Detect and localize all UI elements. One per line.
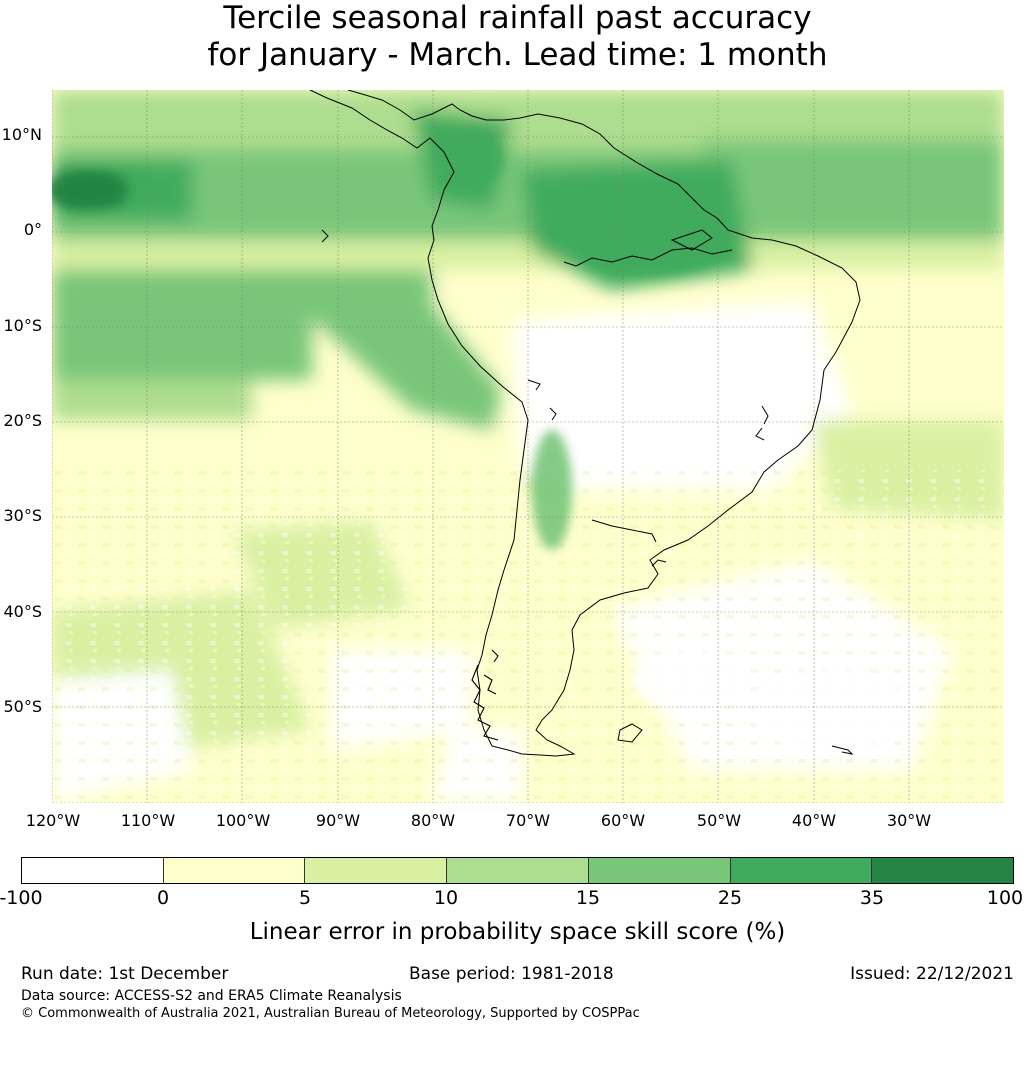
colorbar-tick: 25 — [717, 887, 743, 909]
issued-date: Issued: 22/12/2021 — [850, 964, 1014, 984]
colorbar-segment — [872, 858, 1014, 883]
lon-tick-50w: 50°W — [696, 811, 742, 830]
lat-tick-40s: 40°S — [3, 602, 42, 621]
lat-tick-0: 0° — [23, 220, 42, 239]
data-source: Data source: ACCESS-S2 and ERA5 Climate … — [21, 988, 402, 1004]
colorbar-tick: 15 — [575, 887, 601, 909]
colorbar-segment — [22, 858, 164, 883]
colorbar-segment — [730, 858, 873, 883]
copyright: © Commonwealth of Australia 2021, Austra… — [21, 1006, 640, 1021]
base-period: Base period: 1981-2018 — [409, 964, 614, 984]
lat-tick-20s: 20°S — [3, 411, 42, 430]
title-line-2: for January - March. Lead time: 1 month — [207, 37, 828, 73]
gridlines — [52, 90, 1004, 803]
lon-tick-110w: 110°W — [120, 811, 176, 830]
colorbar-tick: 5 — [298, 887, 312, 909]
lon-tick-120w: 120°W — [25, 811, 81, 830]
colorbar-tick: 35 — [859, 887, 885, 909]
colorbar-segment — [305, 858, 448, 883]
lat-tick-30s: 30°S — [3, 506, 42, 525]
colorbar-segment — [447, 858, 589, 883]
lon-tick-90w: 90°W — [315, 811, 361, 830]
lon-tick-70w: 70°W — [505, 811, 551, 830]
lon-tick-30w: 30°W — [886, 811, 932, 830]
lat-tick-10n: 10°N — [1, 125, 42, 144]
lat-tick-10s: 10°S — [3, 316, 42, 335]
colorbar-segment — [163, 858, 306, 883]
skill-map — [52, 90, 1004, 803]
lon-tick-60w: 60°W — [600, 811, 646, 830]
lat-tick-50s: 50°S — [3, 697, 42, 716]
colorbar-tick: 0 — [156, 887, 170, 909]
colorbar-label: Linear error in probability space skill … — [249, 919, 786, 945]
colorbar-tick: -100 — [0, 887, 43, 909]
chart-title: Tercile seasonal rainfall past accuracy … — [0, 0, 1035, 74]
coastline — [309, 90, 861, 757]
run-date: Run date: 1st December — [21, 964, 229, 984]
colorbar-tick: 10 — [433, 887, 459, 909]
colorbar-tick: 100 — [986, 887, 1024, 909]
lon-tick-100w: 100°W — [215, 811, 271, 830]
lon-tick-80w: 80°W — [410, 811, 456, 830]
lon-tick-40w: 40°W — [791, 811, 837, 830]
colorbar — [21, 857, 1014, 884]
colorbar-segment — [588, 858, 731, 883]
title-line-1: Tercile seasonal rainfall past accuracy — [223, 0, 812, 36]
